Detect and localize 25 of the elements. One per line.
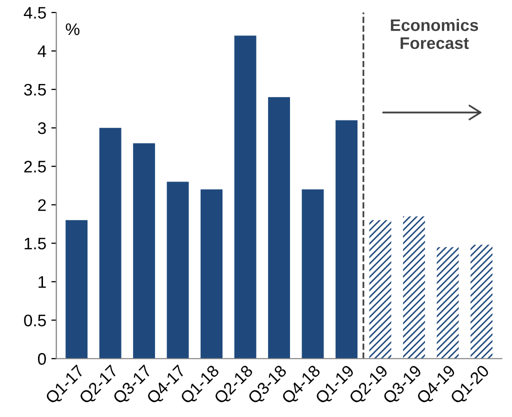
annotation: Economics Forecast [390, 18, 478, 50]
y-tick-label: 4 [38, 46, 46, 58]
bar [234, 36, 256, 359]
y-tick-label: 1.5 [24, 238, 46, 250]
bar [436, 247, 459, 359]
bar [66, 220, 88, 359]
bar [268, 97, 290, 359]
bar [470, 244, 492, 359]
y-axis-title: % [66, 23, 80, 36]
y-tick-label: 4.5 [24, 7, 46, 19]
y-tick-label: 3 [38, 122, 46, 134]
bar [403, 216, 425, 359]
bar [166, 182, 189, 359]
y-tick-label: 2 [38, 199, 46, 211]
bar [336, 120, 358, 359]
y-tick-label: 3.5 [24, 84, 46, 96]
bar [133, 143, 156, 359]
bar [99, 128, 122, 359]
y-tick-label: 0.5 [24, 314, 46, 326]
y-tick-label: 2.5 [24, 160, 46, 173]
bar [369, 220, 392, 359]
y-tick-label: 0 [38, 353, 46, 365]
bar [200, 189, 223, 359]
y-tick-label: 1 [38, 276, 46, 288]
bar [302, 189, 324, 359]
